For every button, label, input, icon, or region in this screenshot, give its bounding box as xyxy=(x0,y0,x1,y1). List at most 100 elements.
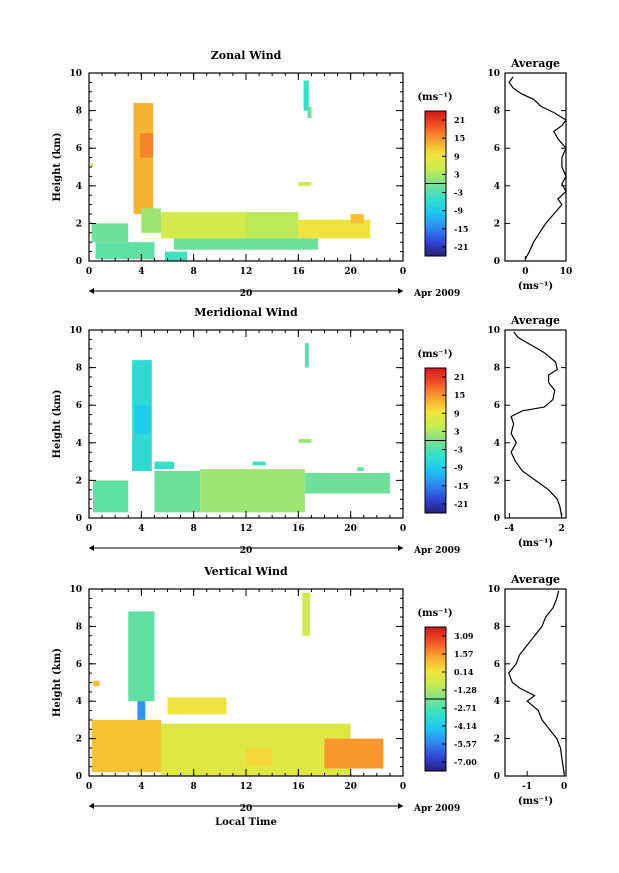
x-tick-label: 20 xyxy=(344,524,357,534)
colorbar-tick-label: 9 xyxy=(454,408,460,418)
profile-y-tick-label: 10 xyxy=(487,326,500,336)
x-tick-label: 4 xyxy=(138,782,144,792)
panel-title: Meridional Wind xyxy=(194,306,298,319)
date-axis-arrow xyxy=(398,803,403,809)
colorbar-tick-label: 1.57 xyxy=(454,649,473,659)
x-tick-label: 12 xyxy=(240,267,253,277)
y-tick-label: 4 xyxy=(76,182,82,192)
heatmap-cell xyxy=(128,611,155,702)
profile-y-tick-label: 10 xyxy=(487,69,500,79)
y-tick-label: 4 xyxy=(76,697,82,707)
profile-title: Average xyxy=(510,314,560,327)
colorbar-unit: (ms⁻¹) xyxy=(417,92,452,103)
colorbar-tick-label: -21 xyxy=(454,499,468,509)
colorbar-tick-label: 0.14 xyxy=(454,667,474,677)
colorbar-tick-label: -4.14 xyxy=(454,721,477,731)
heatmap-cell xyxy=(154,471,201,513)
colorbar-tick-label: 3 xyxy=(454,426,460,436)
profile-y-tick-label: 6 xyxy=(494,144,500,154)
x-tick-label: 4 xyxy=(138,524,144,534)
colorbar-tick-label: 3 xyxy=(454,169,460,179)
profile-y-tick-label: 8 xyxy=(494,107,500,117)
heatmap-cell xyxy=(92,680,100,687)
y-tick-label: 6 xyxy=(76,144,82,154)
y-tick-label: 10 xyxy=(69,326,82,336)
y-tick-label: 4 xyxy=(76,439,82,449)
colorbar-tick-label: 3.09 xyxy=(454,631,474,641)
heatmap-cell xyxy=(307,106,312,119)
date-axis-arrow xyxy=(89,288,94,294)
date-label: 20 xyxy=(240,289,253,299)
colorbar-unit: (ms⁻¹) xyxy=(417,349,452,360)
profile-title: Average xyxy=(510,57,560,70)
y-tick-label: 2 xyxy=(76,476,82,486)
profile-frame xyxy=(504,329,567,519)
y-tick-label: 2 xyxy=(76,735,82,745)
profile-y-tick-label: 8 xyxy=(494,622,500,632)
colorbar-tick-label: 21 xyxy=(454,115,465,125)
profile-x-label: (ms⁻¹) xyxy=(518,538,553,549)
colorbar-tick-label: -21 xyxy=(454,242,468,252)
x-tick-label: 16 xyxy=(292,782,305,792)
panel-title: Zonal Wind xyxy=(211,49,282,62)
heatmap-cell xyxy=(252,461,266,466)
x-tick-label: 8 xyxy=(191,524,197,534)
x-tick-label: 0 xyxy=(86,524,92,534)
colorbar-tick-label: -9 xyxy=(454,206,463,216)
profile-frame xyxy=(504,588,567,777)
heatmap-cell xyxy=(160,212,246,239)
colorbar-tick-label: -3 xyxy=(454,445,463,455)
x-tick-label: 12 xyxy=(240,782,253,792)
heatmap-cell xyxy=(174,238,318,250)
profile-y-tick-label: 2 xyxy=(494,476,500,486)
y-tick-label: 8 xyxy=(76,364,82,374)
heatmap-cell xyxy=(357,467,364,471)
profile-x-tick-label: 2 xyxy=(559,524,565,534)
x-axis-label: Local Time xyxy=(215,817,277,828)
x-tick-label: 0 xyxy=(86,782,92,792)
colorbar-unit: (ms⁻¹) xyxy=(417,608,452,619)
heatmap-cells xyxy=(90,80,371,261)
profile-y-tick-label: 2 xyxy=(494,219,500,229)
heatmap-cell xyxy=(246,747,273,767)
y-tick-label: 10 xyxy=(69,69,82,79)
y-tick-label: 10 xyxy=(69,585,82,595)
profile-y-tick-label: 6 xyxy=(494,401,500,411)
profile-y-tick-label: 8 xyxy=(494,364,500,374)
profile-x-tick-label: 0 xyxy=(522,267,528,277)
profile-x-tick-label: -4 xyxy=(504,524,514,534)
panel-title: Vertical Wind xyxy=(203,565,288,578)
date-axis-arrow xyxy=(89,803,94,809)
x-tick-label: 20 xyxy=(344,782,357,792)
heatmap-cell xyxy=(91,223,129,243)
profile-y-tick-label: 0 xyxy=(494,514,500,524)
y-tick-label: 0 xyxy=(76,772,82,782)
profile-y-tick-label: 4 xyxy=(494,697,500,707)
colorbar-tick-label: 15 xyxy=(454,133,465,143)
profile-x-tick-label: 0 xyxy=(561,782,567,792)
profile-title: Average xyxy=(510,573,560,586)
heatmap-cell xyxy=(302,592,311,636)
colorbar-tick-label: 21 xyxy=(454,372,465,382)
profile-line xyxy=(508,76,567,260)
heatmap-cells xyxy=(92,343,390,513)
x-tick-label: 0 xyxy=(400,782,406,792)
x-tick-label: 20 xyxy=(344,267,357,277)
heatmap-cell xyxy=(141,208,161,233)
heatmap-cell xyxy=(137,701,146,732)
heatmap-cell xyxy=(298,439,312,443)
date-axis-arrow xyxy=(398,545,403,551)
colorbar-tick-label: 9 xyxy=(454,151,460,161)
y-tick-label: 0 xyxy=(76,257,82,267)
x-tick-label: 4 xyxy=(138,267,144,277)
heatmap-cell xyxy=(303,80,309,111)
y-axis-label: Height (km) xyxy=(52,133,63,202)
colorbar-tick-label: -2.71 xyxy=(454,703,477,713)
colorbar-tick-label: -15 xyxy=(454,224,468,234)
y-tick-label: 0 xyxy=(76,514,82,524)
colorbar-tick-label: -7.00 xyxy=(454,757,477,767)
profile-y-tick-label: 4 xyxy=(494,182,500,192)
